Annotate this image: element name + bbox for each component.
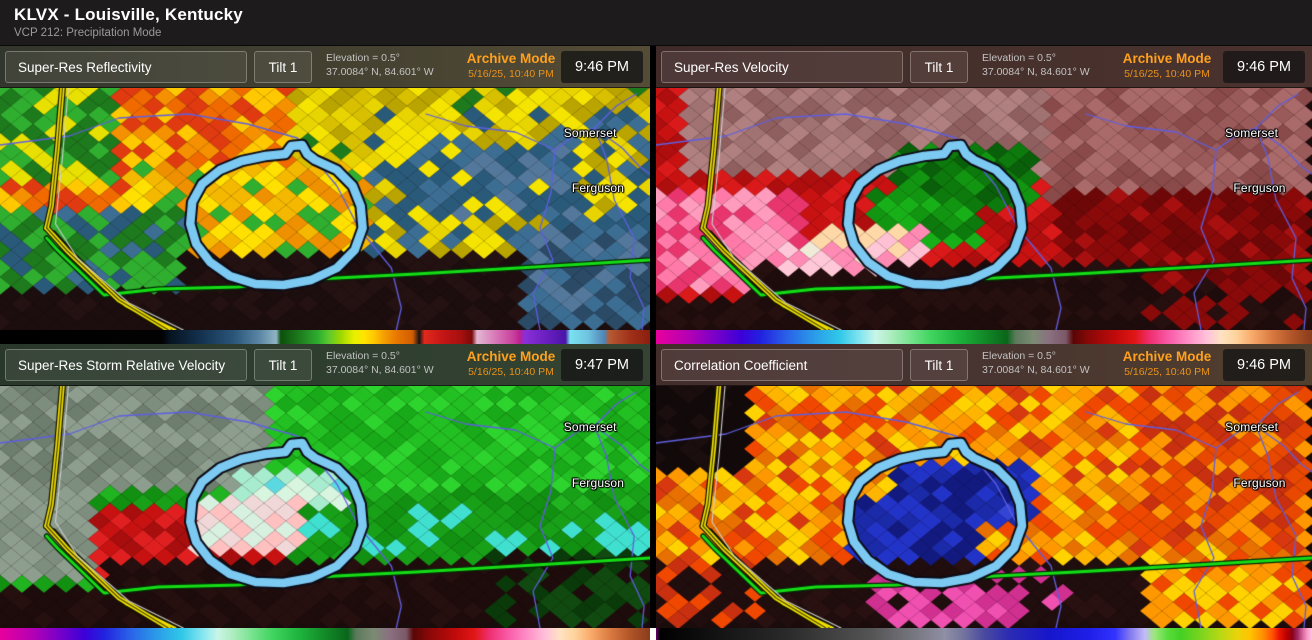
elevation-info: Elevation = 0.5° 37.0084° N, 84.601° W — [326, 51, 452, 79]
colorbar-reflectivity — [0, 330, 650, 344]
frame-time: 9:47 PM — [561, 349, 643, 381]
product-name-label: Correlation Coefficient — [674, 357, 808, 373]
radar-map-area: Somerset Ferguson — [656, 88, 1312, 330]
panel-divider — [650, 46, 656, 344]
frame-time: 9:46 PM — [1223, 51, 1305, 83]
cursor-coordinates: 37.0084° N, 84.601° W — [326, 364, 434, 376]
product-name-label: Super-Res Velocity — [674, 59, 789, 75]
archive-datetime: 5/16/25, 10:40 PM — [1124, 68, 1210, 80]
elevation-info: Elevation = 0.5° 37.0084° N, 84.601° W — [982, 349, 1108, 377]
radar-map-reflectivity[interactable] — [0, 88, 650, 330]
colorbar-srv — [0, 628, 650, 640]
tilt-badge[interactable]: Tilt 1 — [254, 51, 312, 83]
frame-time: 9:46 PM — [561, 51, 643, 83]
radar-map-area: Somerset Ferguson — [0, 386, 650, 628]
panel-storm-relative-velocity: Super-Res Storm Relative Velocity Tilt 1… — [0, 344, 650, 640]
archive-mode-label: Archive Mode — [1122, 349, 1212, 364]
radar-site-title: KLVX - Louisville, Kentucky — [14, 5, 243, 24]
product-name-label: Super-Res Storm Relative Velocity — [18, 357, 226, 373]
panel-divider — [650, 344, 656, 640]
app-header: KLVX - Louisville, Kentucky VCP 212: Pre… — [0, 0, 1312, 46]
product-selector[interactable]: Super-Res Velocity — [661, 51, 903, 83]
archive-mode-label: Archive Mode — [466, 349, 556, 364]
archive-datetime: 5/16/25, 10:40 PM — [468, 366, 554, 378]
cursor-coordinates: 37.0084° N, 84.601° W — [982, 364, 1090, 376]
panel-velocity: Super-Res Velocity Tilt 1 Elevation = 0.… — [656, 46, 1312, 344]
radar-map-velocity[interactable] — [656, 88, 1312, 330]
archive-datetime: 5/16/25, 10:40 PM — [1124, 366, 1210, 378]
panel-header: Super-Res Storm Relative Velocity Tilt 1… — [0, 344, 650, 386]
colorbar-velocity — [656, 330, 1312, 344]
archive-mode-label: Archive Mode — [1122, 51, 1212, 66]
archive-mode-indicator: Archive Mode 5/16/25, 10:40 PM — [456, 348, 566, 379]
colorbar-correlation — [656, 628, 1312, 640]
archive-mode-indicator: Archive Mode 5/16/25, 10:40 PM — [456, 50, 566, 81]
elevation-value: Elevation = 0.5° — [326, 350, 400, 362]
cursor-coordinates: 37.0084° N, 84.601° W — [326, 66, 434, 78]
product-name-label: Super-Res Reflectivity — [18, 59, 152, 75]
radar-map-area: Somerset Ferguson — [656, 386, 1312, 628]
archive-mode-indicator: Archive Mode 5/16/25, 10:40 PM — [1112, 50, 1222, 81]
archive-mode-label: Archive Mode — [466, 51, 556, 66]
product-selector[interactable]: Super-Res Storm Relative Velocity — [5, 349, 247, 381]
panel-header: Correlation Coefficient Tilt 1 Elevation… — [656, 344, 1312, 386]
cursor-coordinates: 37.0084° N, 84.601° W — [982, 66, 1090, 78]
tilt-badge[interactable]: Tilt 1 — [910, 51, 968, 83]
product-selector[interactable]: Correlation Coefficient — [661, 349, 903, 381]
archive-mode-indicator: Archive Mode 5/16/25, 10:40 PM — [1112, 348, 1222, 379]
panel-header: Super-Res Reflectivity Tilt 1 Elevation … — [0, 46, 650, 88]
tilt-badge[interactable]: Tilt 1 — [254, 349, 312, 381]
elevation-info: Elevation = 0.5° 37.0084° N, 84.601° W — [326, 349, 452, 377]
frame-time: 9:46 PM — [1223, 349, 1305, 381]
elevation-value: Elevation = 0.5° — [982, 52, 1056, 64]
elevation-value: Elevation = 0.5° — [982, 350, 1056, 362]
panel-correlation-coefficient: Correlation Coefficient Tilt 1 Elevation… — [656, 344, 1312, 640]
product-selector[interactable]: Super-Res Reflectivity — [5, 51, 247, 83]
radar-map-correlation[interactable] — [656, 386, 1312, 628]
radar-map-area: Somerset Ferguson — [0, 88, 650, 330]
archive-datetime: 5/16/25, 10:40 PM — [468, 68, 554, 80]
elevation-value: Elevation = 0.5° — [326, 52, 400, 64]
vcp-mode-subtitle: VCP 212: Precipitation Mode — [14, 27, 162, 39]
elevation-info: Elevation = 0.5° 37.0084° N, 84.601° W — [982, 51, 1108, 79]
panel-reflectivity: Super-Res Reflectivity Tilt 1 Elevation … — [0, 46, 650, 344]
radar-map-srv[interactable] — [0, 386, 650, 628]
tilt-badge[interactable]: Tilt 1 — [910, 349, 968, 381]
panel-header: Super-Res Velocity Tilt 1 Elevation = 0.… — [656, 46, 1312, 88]
